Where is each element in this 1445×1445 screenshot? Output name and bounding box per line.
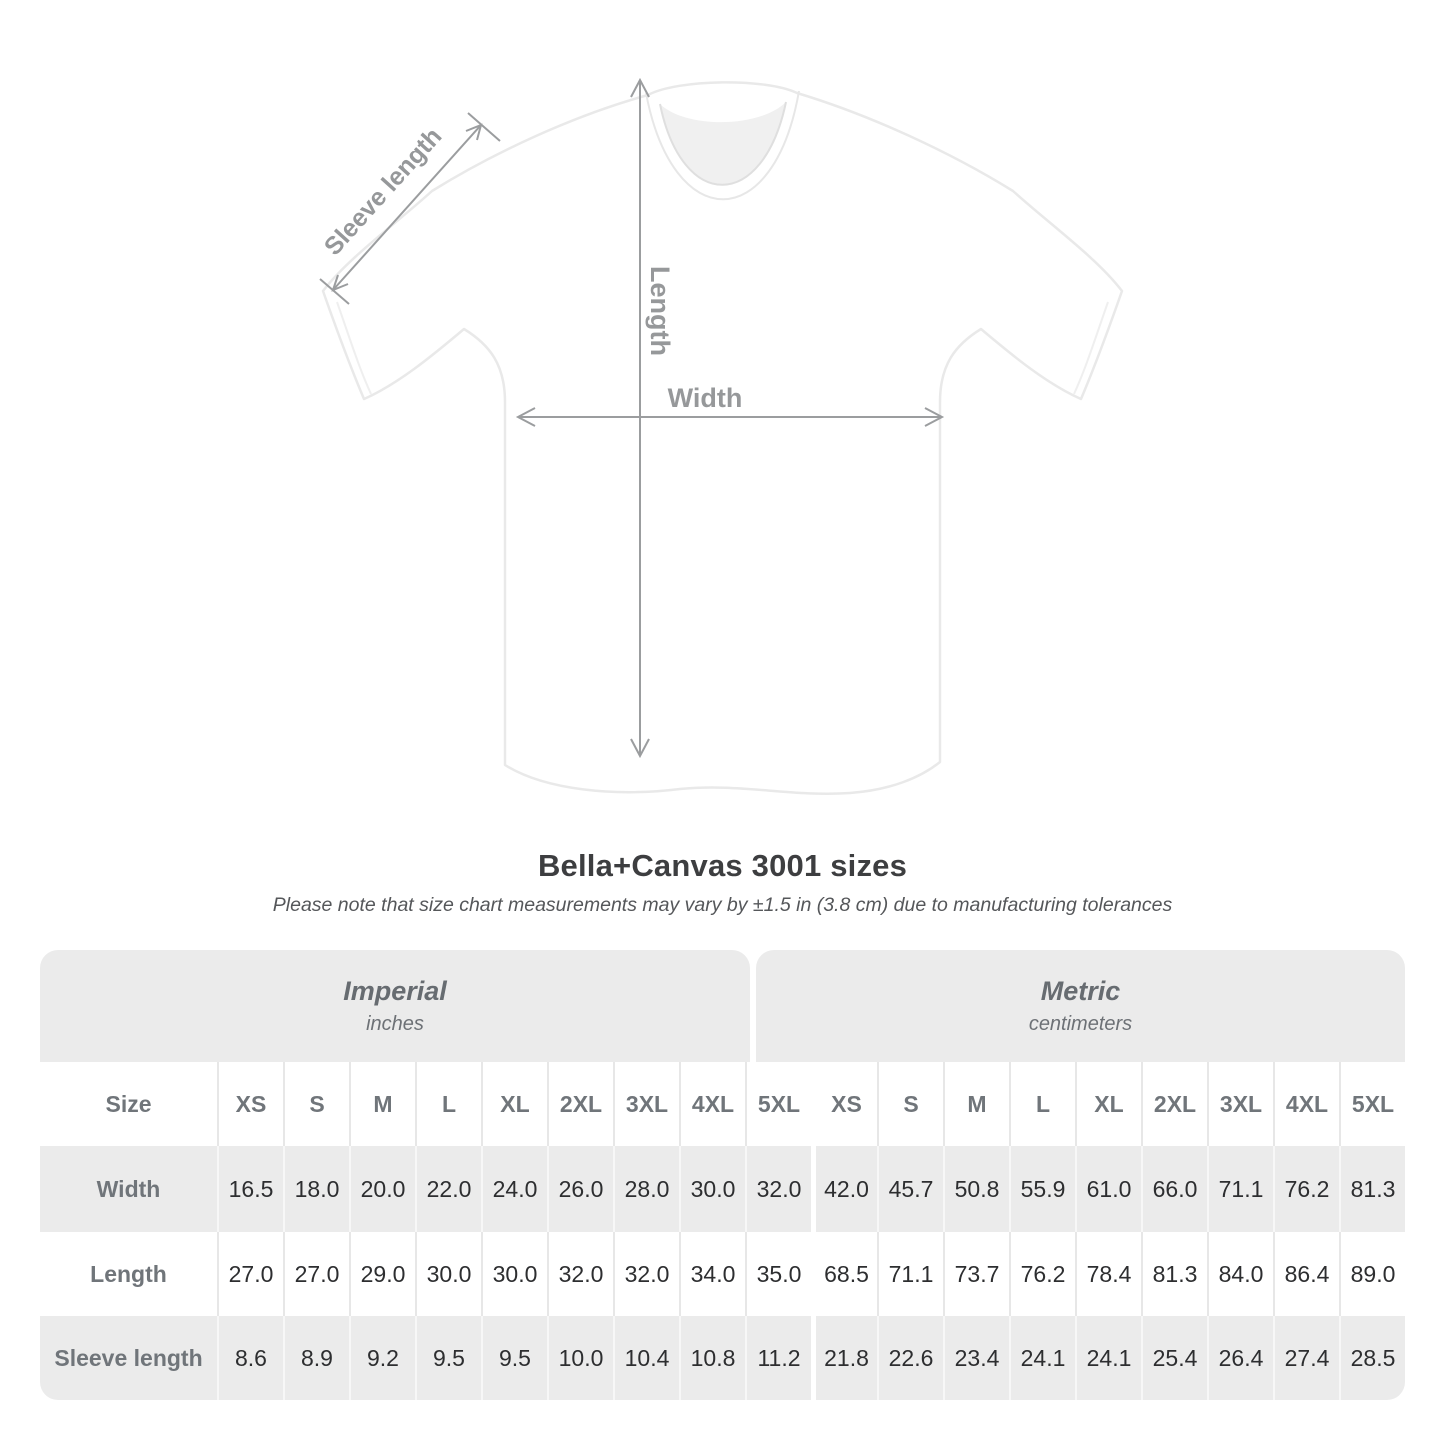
cell-width-metric-5xl: 81.3	[1339, 1146, 1405, 1232]
cell-length-metric-m: 73.7	[943, 1232, 1009, 1316]
cell-length-imperial-3xl: 32.0	[613, 1232, 679, 1316]
size-col-imperial-s: S	[283, 1062, 349, 1146]
cell-sleeve-length-metric-4xl: 27.4	[1273, 1316, 1339, 1400]
size-col-metric-l: L	[1009, 1062, 1075, 1146]
cell-length-metric-s: 71.1	[877, 1232, 943, 1316]
size-col-metric-xs: XS	[811, 1062, 877, 1146]
cell-length-imperial-4xl: 34.0	[679, 1232, 745, 1316]
cell-sleeve-length-imperial-4xl: 10.8	[679, 1316, 745, 1400]
cell-width-imperial-xl: 24.0	[481, 1146, 547, 1232]
size-col-imperial-5xl: 5XL	[745, 1062, 811, 1146]
size-col-metric-2xl: 2XL	[1141, 1062, 1207, 1146]
size-col-imperial-m: M	[349, 1062, 415, 1146]
cell-width-metric-l: 55.9	[1009, 1146, 1075, 1232]
table-row-sleeve-length: Sleeve length 8.6 8.9 9.2 9.5 9.5 10.0 10.4 10.…	[40, 1316, 1405, 1400]
cell-width-imperial-2xl: 26.0	[547, 1146, 613, 1232]
cell-width-imperial-xs: 16.5	[217, 1146, 283, 1232]
cell-sleeve-length-imperial-5xl: 11.2	[745, 1316, 811, 1400]
cell-sleeve-length-metric-xl: 24.1	[1075, 1316, 1141, 1400]
size-header-label: Size	[105, 1090, 152, 1117]
size-col-metric-s: S	[877, 1062, 943, 1146]
cell-width-metric-s: 45.7	[877, 1146, 943, 1232]
size-col-imperial-4xl: 4XL	[679, 1062, 745, 1146]
size-col-metric-5xl: 5XL	[1339, 1062, 1405, 1146]
metric-header: Metric centimeters	[756, 950, 1405, 1062]
cell-sleeve-length-metric-s: 22.6	[877, 1316, 943, 1400]
cell-length-metric-3xl: 84.0	[1207, 1232, 1273, 1316]
size-table: Imperial inches Metric centimeters Size …	[40, 950, 1405, 1400]
cell-length-metric-xl: 78.4	[1075, 1232, 1141, 1316]
page-subtitle: Please note that size chart measurements…	[272, 894, 1173, 916]
cell-sleeve-length-imperial-m: 9.2	[349, 1316, 415, 1400]
row-label-width: Width	[96, 1175, 161, 1202]
size-col-imperial-3xl: 3XL	[613, 1062, 679, 1146]
width-arrow	[515, 407, 945, 427]
cell-sleeve-length-metric-3xl: 26.4	[1207, 1316, 1273, 1400]
tshirt-measurement-diagram: Length Width Sleeve length	[319, 77, 1124, 795]
collar-opening	[660, 102, 786, 185]
cell-sleeve-length-imperial-s: 8.9	[283, 1316, 349, 1400]
imperial-title: Imperial	[343, 976, 447, 1006]
size-col-metric-xl: XL	[1075, 1062, 1141, 1146]
cell-sleeve-length-metric-5xl: 28.5	[1339, 1316, 1405, 1400]
cell-width-imperial-3xl: 28.0	[613, 1146, 679, 1232]
cell-length-metric-xs: 68.5	[811, 1232, 877, 1316]
cell-width-metric-xl: 61.0	[1075, 1146, 1141, 1232]
cell-sleeve-length-imperial-xs: 8.6	[217, 1316, 283, 1400]
cell-length-imperial-5xl: 35.0	[745, 1232, 811, 1316]
cell-sleeve-length-metric-l: 24.1	[1009, 1316, 1075, 1400]
size-col-imperial-xs: XS	[217, 1062, 283, 1146]
cell-width-imperial-m: 20.0	[349, 1146, 415, 1232]
size-header-row: Size XS S M L XL 2XL 3XL 4XL 5XL XS S M L XL 2XL 3XL 4XL…	[40, 1062, 1405, 1146]
size-col-metric-3xl: 3XL	[1207, 1062, 1273, 1146]
cell-sleeve-length-imperial-l: 9.5	[415, 1316, 481, 1400]
cell-width-imperial-5xl: 32.0	[745, 1146, 811, 1232]
cell-sleeve-length-imperial-2xl: 10.0	[547, 1316, 613, 1400]
cell-width-metric-2xl: 66.0	[1141, 1146, 1207, 1232]
cell-sleeve-length-metric-m: 23.4	[943, 1316, 1009, 1400]
size-col-metric-4xl: 4XL	[1273, 1062, 1339, 1146]
cell-width-imperial-l: 22.0	[415, 1146, 481, 1232]
cell-sleeve-length-metric-xs: 21.8	[811, 1316, 877, 1400]
cell-width-metric-4xl: 76.2	[1273, 1146, 1339, 1232]
table-row-length: Length 27.0 27.0 29.0 30.0 30.0 32.0 32.0 34.0 3…	[40, 1232, 1405, 1316]
imperial-header: Imperial inches	[40, 950, 750, 1062]
cell-length-imperial-2xl: 32.0	[547, 1232, 613, 1316]
size-col-imperial-xl: XL	[481, 1062, 547, 1146]
cell-width-metric-3xl: 71.1	[1207, 1146, 1273, 1232]
cell-length-metric-l: 76.2	[1009, 1232, 1075, 1316]
cell-length-metric-2xl: 81.3	[1141, 1232, 1207, 1316]
row-label-sleeve-length: Sleeve length	[54, 1344, 203, 1371]
cell-width-imperial-4xl: 30.0	[679, 1146, 745, 1232]
cell-sleeve-length-imperial-3xl: 10.4	[613, 1316, 679, 1400]
cell-width-metric-xs: 42.0	[811, 1146, 877, 1232]
cell-length-metric-5xl: 89.0	[1339, 1232, 1405, 1316]
table-row-width: Width 16.5 18.0 20.0 22.0 24.0 26.0 28.0 30.0 32…	[40, 1146, 1405, 1232]
size-col-imperial-2xl: 2XL	[547, 1062, 613, 1146]
metric-subtitle: centimeters	[1028, 1013, 1133, 1035]
cell-sleeve-length-metric-2xl: 25.4	[1141, 1316, 1207, 1400]
size-col-metric-m: M	[943, 1062, 1009, 1146]
cell-length-imperial-m: 29.0	[349, 1232, 415, 1316]
cell-length-imperial-xs: 27.0	[217, 1232, 283, 1316]
cell-length-imperial-s: 27.0	[283, 1232, 349, 1316]
row-label-length: Length	[90, 1260, 167, 1287]
page-title: Bella+Canvas 3001 sizes	[537, 848, 908, 883]
size-col-imperial-l: L	[415, 1062, 481, 1146]
cell-width-imperial-s: 18.0	[283, 1146, 349, 1232]
imperial-subtitle: inches	[366, 1013, 424, 1035]
cell-width-metric-m: 50.8	[943, 1146, 1009, 1232]
tshirt-graphic	[321, 81, 1124, 795]
metric-title: Metric	[1040, 976, 1121, 1006]
width-label: Width	[668, 383, 743, 413]
cell-length-metric-4xl: 86.4	[1273, 1232, 1339, 1316]
cell-sleeve-length-imperial-xl: 9.5	[481, 1316, 547, 1400]
cell-length-imperial-l: 30.0	[415, 1232, 481, 1316]
cell-length-imperial-xl: 30.0	[481, 1232, 547, 1316]
length-label: Length	[645, 266, 675, 356]
sleeve-length-arrow	[319, 112, 501, 305]
unit-header-row: Imperial inches Metric centimeters	[40, 950, 1405, 1062]
